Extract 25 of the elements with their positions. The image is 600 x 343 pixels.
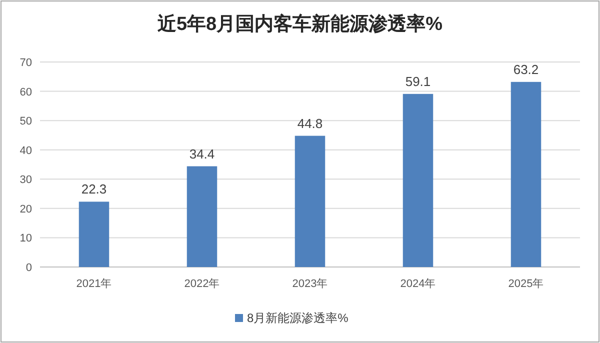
bar	[402, 94, 434, 267]
y-tick-label: 40	[20, 144, 32, 157]
x-tick-label: 2023年	[292, 278, 328, 290]
bar	[186, 166, 218, 267]
data-label: 59.1	[405, 74, 431, 89]
y-tick-label: 50	[20, 116, 32, 128]
bar	[294, 136, 326, 267]
x-tick-label: 2024年	[400, 278, 436, 290]
data-label: 44.8	[297, 116, 323, 131]
x-tick-label: 2022年	[184, 278, 220, 290]
legend-label: 8月新能源渗透率%	[247, 311, 349, 325]
x-tick-label: 2025年	[508, 278, 544, 290]
y-tick-label: 70	[20, 57, 32, 69]
bar	[510, 82, 542, 267]
chart-title: 近5年8月国内客车新能源渗透率%	[156, 13, 443, 35]
bar	[78, 202, 110, 267]
y-tick-label: 0	[26, 262, 32, 274]
data-label: 63.2	[513, 62, 539, 77]
data-label: 22.3	[81, 182, 107, 197]
y-tick-label: 20	[20, 203, 32, 216]
y-tick-label: 30	[20, 174, 32, 186]
y-tick-label: 60	[20, 86, 32, 98]
data-label: 34.4	[189, 146, 215, 162]
y-tick-label: 10	[20, 232, 32, 245]
x-tick-label: 2021年	[76, 278, 112, 290]
